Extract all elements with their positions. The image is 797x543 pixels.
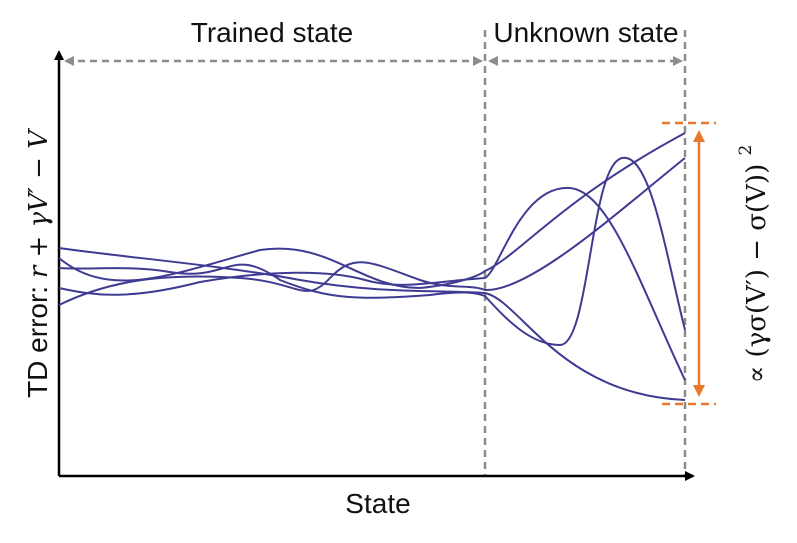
td-error-curve-5: [58, 157, 686, 306]
y-axis-label: TD error: r + γV′ − V: [22, 128, 54, 398]
td-error-curve-4: [58, 186, 686, 381]
y-axis-label-formula: r + γV′ − V: [24, 128, 54, 278]
td-error-curve-1: [58, 247, 686, 401]
spread-formula: ∝ (γσ(V′) − σ(V)) 2: [736, 145, 772, 384]
td-error-curve-3: [58, 156, 686, 347]
unknown-state-label: Unknown state: [493, 17, 678, 48]
spread-formula-body: ∝ (γσ(V′) − σ(V)): [742, 164, 772, 384]
x-axis-label: State: [345, 488, 410, 519]
td-error-curve-2: [58, 132, 686, 290]
y-axis-label-prefix: TD error:: [22, 278, 53, 398]
trained-state-label: Trained state: [191, 17, 353, 48]
td-error-curves: [58, 132, 686, 401]
spread-formula-exponent: 2: [736, 145, 756, 156]
